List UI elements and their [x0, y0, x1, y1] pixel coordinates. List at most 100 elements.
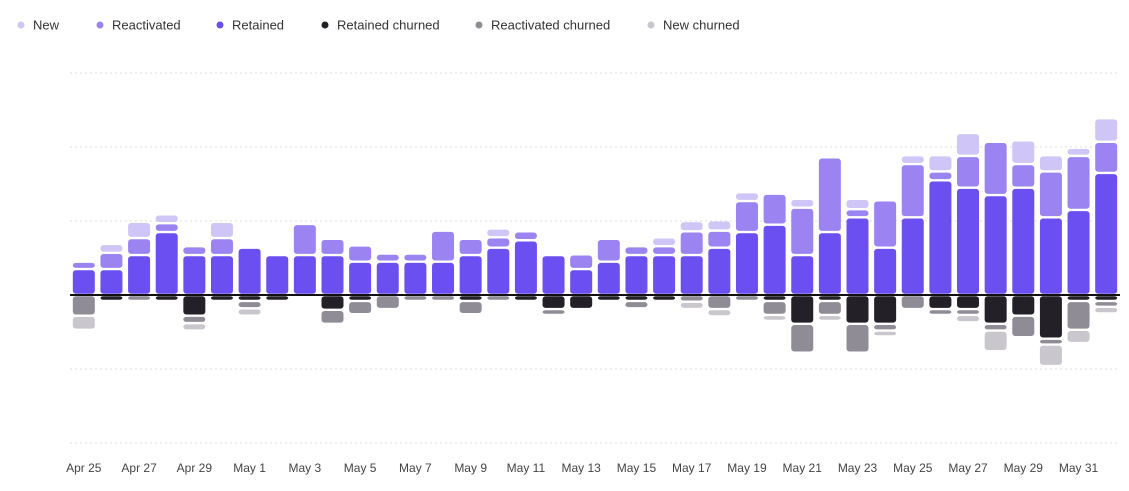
- bar-segment: [1067, 302, 1090, 329]
- legend-label: Retained: [232, 17, 284, 32]
- x-tick-label: Apr 25: [66, 461, 102, 475]
- bar-segment: [321, 296, 344, 309]
- x-tick-label: May 19: [727, 461, 767, 475]
- bar-segment: [1039, 345, 1062, 365]
- legend-swatch: [475, 21, 483, 29]
- bar-segment: [929, 172, 952, 180]
- bar-segment: [1012, 165, 1035, 187]
- bar-segment: [183, 296, 206, 315]
- bar-segment: [957, 310, 980, 314]
- bar-segment: [1012, 141, 1035, 163]
- bar-segment: [653, 247, 676, 254]
- x-tick-label: May 11: [507, 461, 546, 475]
- x-tick-label: May 13: [562, 461, 602, 475]
- bar-segment: [459, 302, 482, 314]
- bar-segment: [818, 233, 841, 294]
- x-tick-label: May 15: [617, 461, 657, 475]
- bar-segment: [210, 256, 233, 294]
- bar-segment: [708, 296, 731, 308]
- x-tick-label: Apr 29: [177, 461, 213, 475]
- bar-segment: [791, 200, 814, 207]
- bar-segment: [376, 254, 399, 261]
- x-tick-label: May 31: [1059, 461, 1099, 475]
- bar-segment: [901, 165, 924, 217]
- x-tick-label: May 7: [399, 461, 432, 475]
- bar-segment: [957, 316, 980, 322]
- legend-label: Retained churned: [337, 17, 440, 32]
- bar-segment: [238, 248, 261, 294]
- bar-segment: [293, 256, 316, 294]
- bar-segment: [570, 255, 593, 268]
- bar-segment: [708, 248, 731, 294]
- bar-segment: [432, 262, 455, 294]
- bar-segment: [210, 222, 233, 237]
- bar-segment: [846, 325, 869, 352]
- bar-segment: [404, 262, 427, 294]
- bar-segment: [128, 222, 151, 237]
- legend-swatch: [647, 21, 655, 29]
- bar-segment: [570, 270, 593, 294]
- bar-segment: [901, 296, 924, 308]
- legend-label: New: [33, 17, 60, 32]
- bar-segment: [376, 262, 399, 294]
- bar-segment: [984, 143, 1007, 194]
- bar-segment: [597, 239, 620, 261]
- bar-segment: [266, 296, 289, 300]
- bar-segment: [183, 324, 206, 330]
- bar-segment: [874, 331, 897, 336]
- bar-segment: [321, 256, 344, 294]
- bar-segment: [1039, 172, 1062, 217]
- x-tick-label: May 1: [233, 461, 266, 475]
- bar-segment: [597, 296, 620, 300]
- bar-segment: [708, 310, 731, 316]
- bar-segment: [625, 247, 648, 254]
- bar-segment: [846, 210, 869, 217]
- bar-segment: [818, 158, 841, 231]
- bar-segment: [72, 262, 95, 268]
- bar-segment: [874, 296, 897, 323]
- bar-segment: [321, 239, 344, 254]
- bar-segment: [72, 270, 95, 294]
- bar-segment: [929, 310, 952, 314]
- bar-segment: [128, 256, 151, 294]
- bar-segment: [100, 270, 123, 294]
- bar-segment: [514, 232, 537, 240]
- x-tick-label: May 27: [948, 461, 988, 475]
- bar-segment: [763, 316, 786, 320]
- bar-segment: [708, 231, 731, 247]
- bar-segment: [791, 208, 814, 254]
- bar-segment: [570, 296, 593, 308]
- bar-segment: [929, 296, 952, 308]
- bar-segment: [155, 215, 178, 223]
- bar-segment: [984, 325, 1007, 330]
- bar-segment: [210, 239, 233, 254]
- bar-segment: [929, 156, 952, 171]
- bar-segment: [542, 256, 565, 294]
- bar-segment: [763, 225, 786, 294]
- bar-segment: [901, 218, 924, 294]
- bar-segment: [653, 238, 676, 245]
- bar-segment: [791, 325, 814, 352]
- bar-segment: [791, 256, 814, 294]
- bar-segment: [128, 239, 151, 254]
- bar-segment: [1067, 148, 1090, 155]
- bar-segment: [957, 296, 980, 308]
- bar-segment: [680, 222, 703, 231]
- legend: New Reactivated Retained Retained churned Re…: [17, 17, 740, 32]
- bar-segment: [1095, 143, 1118, 172]
- legend-swatch: [17, 21, 25, 29]
- bar-segment: [708, 221, 731, 230]
- bar-segment: [1039, 296, 1062, 338]
- x-tick-label: Apr 27: [121, 461, 157, 475]
- bar-segment: [1012, 296, 1035, 315]
- bar-segment: [818, 302, 841, 314]
- bar-segment: [653, 256, 676, 294]
- bar-segment: [818, 296, 841, 300]
- bar-segment: [625, 302, 648, 308]
- bar-segment: [957, 157, 980, 187]
- bar-segment: [625, 256, 648, 294]
- bar-segment: [72, 296, 95, 315]
- bar-segment: [349, 296, 372, 300]
- bar-segment: [238, 309, 261, 315]
- bar-segment: [100, 245, 123, 252]
